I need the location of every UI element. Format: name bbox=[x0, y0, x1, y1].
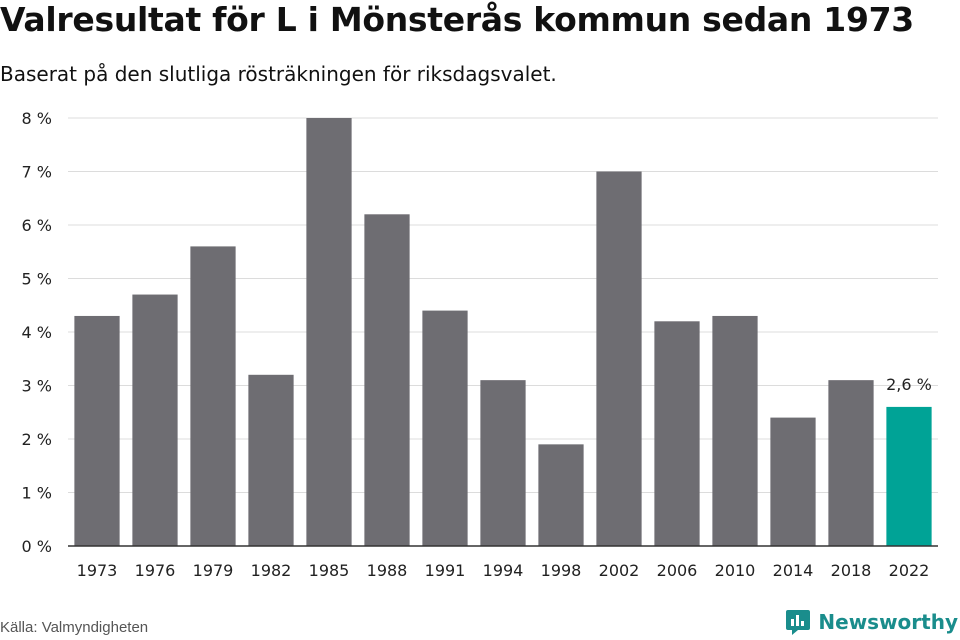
bar bbox=[306, 118, 352, 546]
bar bbox=[828, 380, 874, 546]
y-tick-label: 7 % bbox=[22, 163, 52, 182]
bar bbox=[654, 321, 700, 546]
x-tick-label: 2018 bbox=[831, 561, 872, 580]
newsworthy-logo-icon bbox=[786, 610, 811, 635]
bar bbox=[422, 310, 468, 546]
y-tick-label: 0 % bbox=[22, 537, 52, 556]
source-note: Källa: Valmyndigheten bbox=[0, 619, 149, 636]
y-tick-label: 8 % bbox=[22, 109, 52, 128]
bar bbox=[480, 380, 526, 546]
bar bbox=[712, 315, 758, 546]
x-tick-label: 2014 bbox=[773, 561, 814, 580]
chart-title: Valresultat för L i Mönsterås kommun sed… bbox=[0, 0, 914, 39]
bar bbox=[74, 315, 120, 546]
x-tick-label: 1982 bbox=[251, 561, 292, 580]
y-tick-label: 3 % bbox=[22, 377, 52, 396]
y-tick-label: 2 % bbox=[22, 430, 52, 449]
chart-subtitle: Baserat på den slutliga rösträkningen fö… bbox=[0, 62, 557, 86]
x-tick-label: 1985 bbox=[309, 561, 350, 580]
bar bbox=[248, 374, 294, 546]
x-tick-label: 1979 bbox=[193, 561, 234, 580]
x-tick-label: 2002 bbox=[599, 561, 640, 580]
x-tick-label: 1976 bbox=[135, 561, 176, 580]
brand-name: Newsworthy bbox=[818, 610, 958, 634]
x-tick-label: 1988 bbox=[367, 561, 408, 580]
y-tick-label: 4 % bbox=[22, 323, 52, 342]
x-tick-label: 2010 bbox=[715, 561, 756, 580]
bar bbox=[132, 294, 178, 546]
x-tick-label: 1973 bbox=[77, 561, 118, 580]
x-tick-label: 2006 bbox=[657, 561, 698, 580]
bar bbox=[886, 406, 932, 546]
bar bbox=[190, 246, 236, 546]
y-tick-label: 1 % bbox=[22, 484, 52, 503]
x-tick-label: 2022 bbox=[889, 561, 930, 580]
data-label: 2,6 % bbox=[886, 375, 932, 394]
brand-logo[interactable]: Newsworthy bbox=[785, 608, 958, 636]
x-tick-label: 1994 bbox=[483, 561, 524, 580]
bar bbox=[364, 214, 410, 547]
x-tick-label: 1998 bbox=[541, 561, 582, 580]
y-tick-label: 6 % bbox=[22, 216, 52, 235]
x-tick-label: 1991 bbox=[425, 561, 466, 580]
y-tick-label: 5 % bbox=[22, 270, 52, 289]
bar bbox=[538, 444, 584, 546]
bar bbox=[596, 171, 642, 546]
bar bbox=[770, 417, 816, 546]
